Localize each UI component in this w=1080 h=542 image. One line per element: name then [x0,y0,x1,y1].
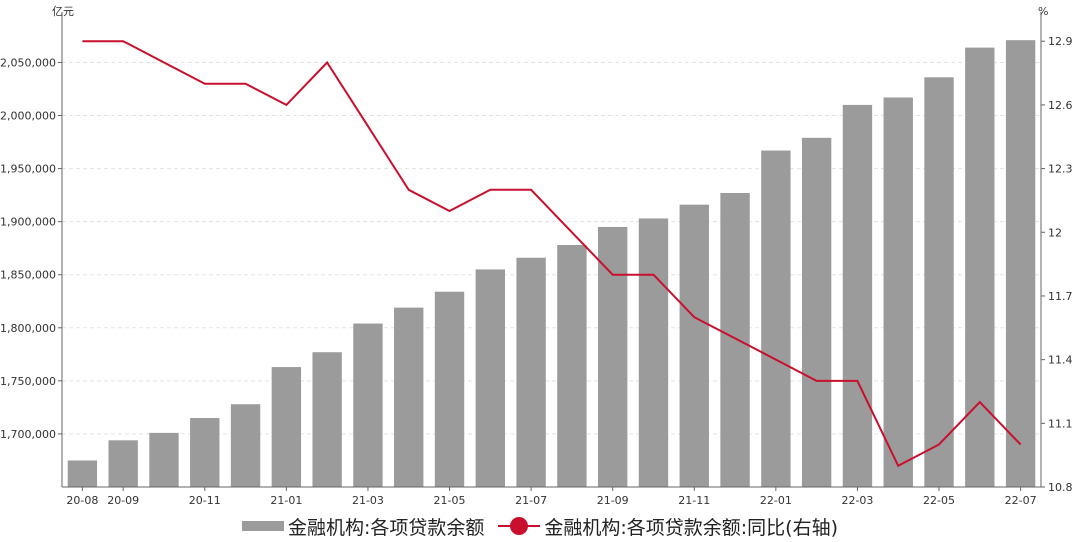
left-tick-label: 1,700,000 [0,428,56,441]
axes [61,12,1042,488]
x-tick-label: 22-01 [760,494,792,507]
legend-bar-label: 金融机构:各项贷款余额 [287,516,485,539]
bar [842,104,873,487]
bar [475,269,505,487]
left-tick-label: 1,950,000 [0,163,56,176]
x-tick-label: 20-11 [189,494,221,507]
right-tick-label: 12.9 [1048,35,1073,48]
x-tick-label: 21-07 [515,494,547,507]
bar [965,47,995,487]
legend-item-bar[interactable]: 金融机构:各项贷款余额 [241,513,485,540]
x-axis-ticks: 20-08 20-09 20-11 21-01 21-03 21-05 21-07 21-09… [66,487,1037,507]
x-tick-label: 22-07 [1005,494,1037,507]
right-tick-label: 11.7 [1048,290,1073,303]
left-axis-ticks: 1,700,000 1,750,000 1,800,000 1,850,000 1,90… [0,56,62,441]
bar [108,440,138,487]
line-series [82,40,1022,468]
bar [434,291,465,487]
right-tick-label: 12 [1048,226,1062,239]
legend-bar-swatch [241,521,284,531]
right-axis-unit: % [1038,5,1048,18]
bar [394,307,424,487]
x-tick-label: 21-11 [678,494,710,507]
x-tick-label: 21-01 [270,494,302,507]
x-tick-label: 21-05 [434,494,466,507]
bar [353,323,383,487]
right-tick-label: 11.1 [1048,417,1073,430]
bar [679,204,709,487]
bar [924,77,954,488]
bar [557,245,587,487]
bar [598,226,628,487]
right-axis-ticks: 10.8 11.1 11.4 11.7 12 12.3 12.6 12.9 [1041,35,1073,494]
bar-series [67,40,1036,488]
bar [230,404,261,487]
bar [720,193,750,488]
combo-chart: 1,700,000 1,750,000 1,800,000 1,850,000 1,90… [0,5,1073,507]
right-tick-label: 10.8 [1048,481,1073,494]
bar [190,418,220,487]
right-tick-label: 11.4 [1048,354,1073,367]
left-tick-label: 1,900,000 [0,216,56,229]
x-tick-label: 20-08 [66,494,98,507]
bar [761,150,791,487]
right-tick-label: 12.6 [1048,99,1073,112]
x-tick-label: 21-09 [597,494,629,507]
x-tick-label: 21-03 [352,494,384,507]
bar [638,218,669,487]
left-tick-label: 2,050,000 [0,56,56,69]
x-tick-label: 22-03 [841,494,873,507]
bar [312,352,342,487]
left-axis-unit: 亿元 [52,5,74,18]
legend-line-swatch [498,517,541,535]
right-tick-label: 12.3 [1048,163,1073,176]
x-tick-label: 20-09 [107,494,139,507]
yoy-line [82,40,1022,468]
left-tick-label: 1,750,000 [0,375,56,388]
bar [149,432,179,487]
left-tick-label: 1,850,000 [0,269,56,282]
legend: 金融机构:各项贷款余额 金融机构:各项贷款余额:同比(右轴) [0,510,1080,542]
legend-item-line[interactable]: 金融机构:各项贷款余额:同比(右轴) [498,513,838,540]
bar [271,367,302,487]
left-tick-label: 2,000,000 [0,110,56,123]
x-tick-label: 22-05 [923,494,955,507]
bar [1005,40,1036,488]
legend-line-label: 金融机构:各项贷款余额:同比(右轴) [544,516,839,539]
bar [516,257,546,487]
gridlines [62,61,1041,435]
bar [801,137,832,487]
bar [883,97,913,487]
left-tick-label: 1,800,000 [0,322,56,335]
bar [67,460,98,487]
